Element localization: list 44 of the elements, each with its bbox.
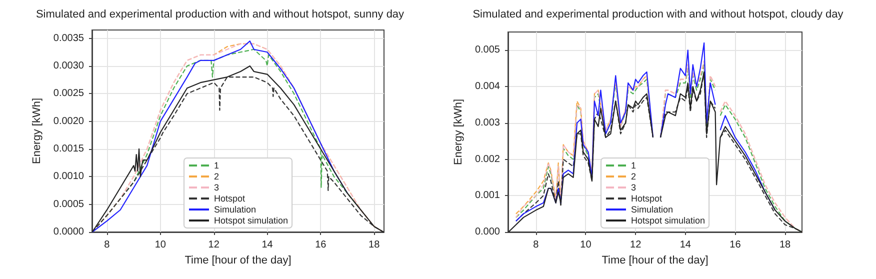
- y-tick-label: 0.003: [474, 117, 500, 128]
- x-axis-title: Time [hour of the day]: [602, 254, 708, 266]
- y-tick-label: 0.0010: [53, 171, 84, 182]
- x-tick-label: 16: [730, 240, 742, 250]
- legend-label: Hotspot simulation: [631, 216, 706, 226]
- legend-label: Hotspot: [631, 194, 663, 204]
- chart-title: Simulated and experimental production with and without hotspot, sunny day: [36, 8, 405, 20]
- legend-label: 1: [214, 160, 220, 170]
- x-tick-label: 8: [104, 240, 110, 250]
- x-tick-label: 18: [779, 240, 792, 250]
- x-tick-label: 14: [680, 240, 692, 250]
- y-tick-label: 0.0035: [53, 32, 84, 44]
- legend-label: 2: [631, 172, 636, 182]
- y-tick-label: 0.0025: [53, 88, 84, 100]
- y-tick-label: 0.0000: [53, 226, 84, 238]
- y-tick-label: 0.000: [474, 226, 500, 238]
- legend-label: 2: [214, 172, 220, 182]
- y-tick-label: 0.002: [474, 154, 500, 165]
- y-tick-label: 0.005: [474, 44, 500, 56]
- x-tick-label: 12: [630, 240, 642, 250]
- x-tick-label: 8: [533, 240, 540, 250]
- y-tick-label: 0.0020: [53, 116, 84, 127]
- y-tick-label: 0.0030: [53, 60, 84, 72]
- x-tick-label: 16: [315, 240, 327, 250]
- y-tick-label: 0.0005: [53, 198, 84, 210]
- legend-label: 3: [214, 182, 220, 192]
- legend-label: Simulation: [631, 204, 674, 214]
- legend-label: Hotspot: [214, 194, 246, 204]
- y-axis-title: Energy [kWh]: [452, 98, 465, 166]
- legend-label: 1: [631, 160, 636, 170]
- x-tick-label: 10: [580, 240, 592, 250]
- x-axis-title: Time [hour of the day]: [184, 254, 292, 266]
- legend-label: 3: [631, 182, 636, 192]
- x-tick-label: 12: [208, 240, 220, 250]
- x-tick-label: 18: [368, 240, 380, 250]
- y-axis-title: Energy [kWh]: [31, 98, 44, 164]
- y-tick-label: 0.0015: [53, 143, 84, 154]
- x-tick-label: 10: [154, 240, 166, 250]
- legend-label: Hotspot simulation: [214, 216, 288, 226]
- y-tick-label: 0.001: [474, 190, 500, 202]
- chart-title: Simulated and experimental production with and without hotspot, cloudy day: [472, 8, 844, 20]
- y-tick-label: 0.004: [474, 81, 500, 92]
- x-tick-label: 14: [262, 240, 274, 250]
- legend-label: Simulation: [214, 204, 256, 214]
